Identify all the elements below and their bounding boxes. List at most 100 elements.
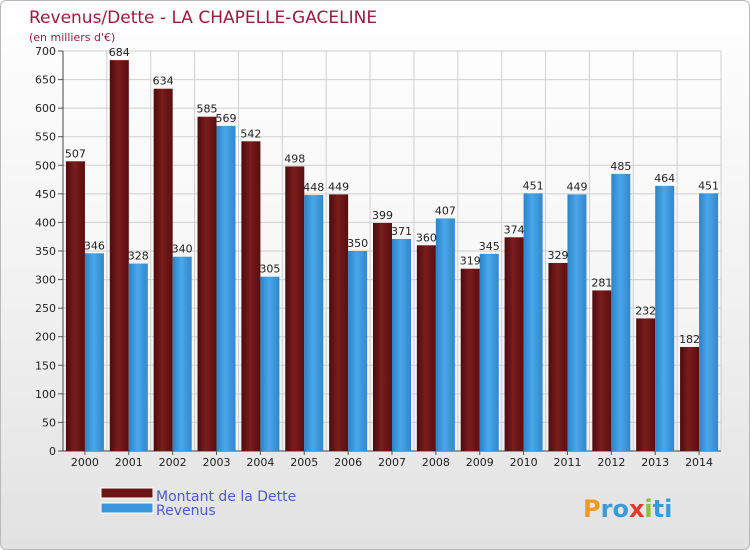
bar-revenus [348,251,368,451]
bar-revenus [479,253,499,451]
bar-revenus [567,194,587,451]
bar-debt [460,268,480,451]
bar-debt [636,318,656,451]
value-label: 340 [172,243,193,256]
bar-revenus [128,263,148,451]
value-label: 449 [566,180,587,193]
bar-revenus [435,218,455,451]
x-tick-label: 2011 [553,456,581,469]
bar-debt [548,263,568,451]
value-label: 360 [416,231,437,244]
value-label: 232 [635,304,656,317]
y-tick-label: 500 [35,159,56,172]
value-label: 451 [523,179,544,192]
bar-revenus [655,185,675,451]
value-label: 305 [259,263,280,276]
y-tick-label: 400 [35,216,56,229]
bar-revenus [611,173,631,451]
value-label: 448 [303,181,324,194]
value-label: 281 [591,276,612,289]
x-tick-label: 2009 [466,456,494,469]
value-label: 684 [109,46,130,59]
chart-title: Revenus/Dette - LA CHAPELLE-GACELINE [29,8,377,28]
value-label: 542 [240,127,261,140]
legend: Montant de la Dette Revenus [100,487,296,519]
bar-revenus [523,193,543,452]
legend-swatch-revenus [100,502,154,514]
value-label: 569 [216,112,237,125]
value-label: 485 [610,160,631,173]
y-tick-label: 50 [42,416,56,429]
x-tick-label: 2012 [597,456,625,469]
x-tick-label: 2004 [246,456,274,469]
y-tick-label: 550 [35,131,56,144]
legend-swatch-debt [100,487,154,499]
bar-debt [241,141,261,452]
value-label: 346 [84,239,105,252]
value-label: 585 [197,103,218,116]
bar-revenus [699,193,719,452]
logo-letter: r [601,495,613,523]
y-tick-label: 600 [35,102,56,115]
x-tick-label: 2014 [685,456,713,469]
value-label: 507 [65,147,86,160]
value-label: 329 [547,249,568,262]
value-label: 371 [391,225,412,238]
value-label: 464 [654,172,675,185]
y-tick-label: 650 [35,74,56,87]
y-tick-label: 250 [35,302,56,315]
bar-debt [416,245,436,451]
proxiti-logo: Proxiti [583,495,672,523]
bar-revenus [304,195,324,451]
value-label: 449 [328,180,349,193]
bar-revenus [260,276,280,451]
y-tick-label: 0 [49,445,56,458]
value-label: 328 [128,250,149,263]
logo-letter: t [653,495,664,523]
bar-revenus [392,239,411,451]
bar-debt [109,60,129,452]
x-tick-label: 2010 [510,456,538,469]
y-tick-label: 700 [35,45,56,58]
logo-letter: i [644,495,652,523]
bar-revenus [172,256,192,451]
x-tick-label: 2006 [334,456,362,469]
y-tick-label: 300 [35,274,56,287]
value-label: 345 [479,240,500,253]
y-tick-label: 150 [35,359,56,372]
y-tick-label: 200 [35,331,56,344]
x-tick-label: 2000 [71,456,99,469]
y-tick-label: 450 [35,188,56,201]
value-label: 350 [347,237,368,250]
value-label: 634 [153,75,174,88]
bar-debt [680,347,700,451]
bars [65,60,719,452]
x-tick-label: 2007 [378,456,406,469]
x-tick-label: 2013 [641,456,669,469]
bar-debt [197,116,217,451]
legend-label-revenus: Revenus [156,503,216,519]
value-label: 319 [460,255,481,268]
x-tick-label: 2008 [422,456,450,469]
y-tick-label: 350 [35,245,56,258]
logo-letter: P [583,495,601,523]
logo-letter: o [612,495,629,523]
bar-debt [373,223,392,451]
value-label: 182 [679,333,700,346]
bar-debt [329,194,349,451]
value-label: 451 [698,179,719,192]
y-tick-label: 100 [35,388,56,401]
bar-debt [65,161,85,452]
legend-label-debt: Montant de la Dette [156,489,296,505]
logo-letter: x [629,495,645,523]
bar-debt [504,237,524,451]
bar-debt [285,166,305,451]
bar-revenus [84,253,104,451]
bar-debt [153,88,173,451]
x-tick-label: 2003 [203,456,231,469]
x-tick-label: 2001 [115,456,143,469]
value-label: 498 [284,152,305,165]
